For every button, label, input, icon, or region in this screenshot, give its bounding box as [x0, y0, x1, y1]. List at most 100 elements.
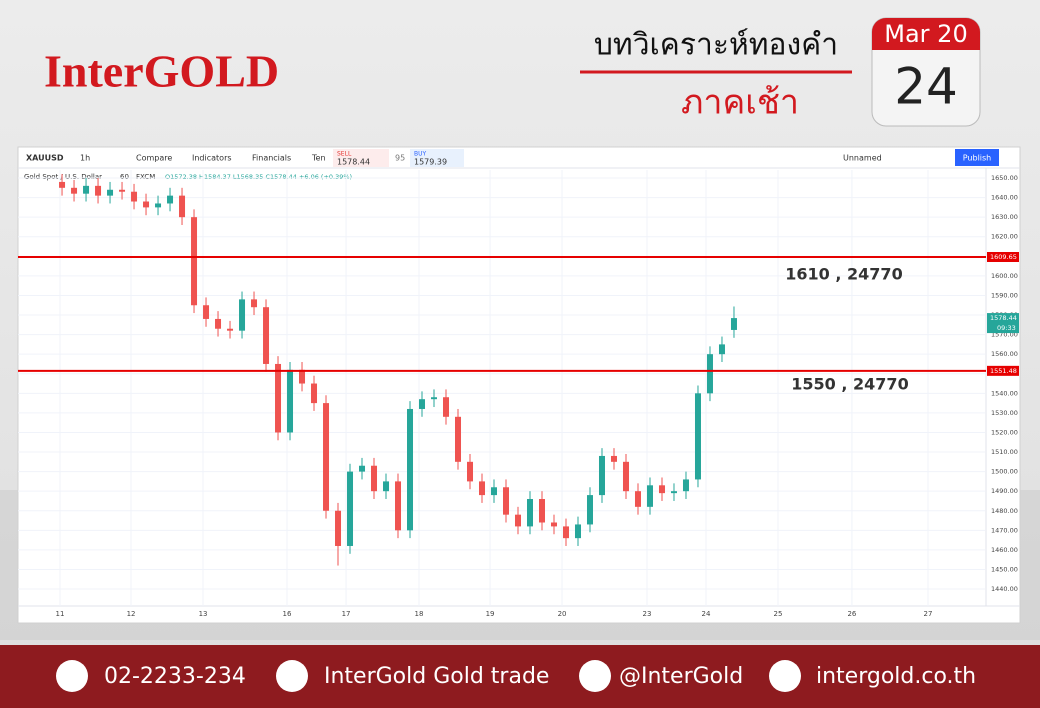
candle-body [682, 479, 689, 492]
candle-body [407, 408, 414, 531]
level-tag [987, 365, 1019, 376]
level-label: 1609.65 [990, 253, 1017, 261]
candle-body [263, 307, 270, 364]
y-tick-label: 1450.00 [991, 565, 1018, 573]
x-tick-label: 16 [283, 610, 292, 618]
last-price-label: 1578.44 [990, 314, 1017, 322]
candle-body [83, 185, 90, 194]
candle-body [383, 481, 390, 492]
y-tick-label: 1460.00 [991, 546, 1018, 554]
y-tick-label: 1630.00 [991, 213, 1018, 221]
candle-body [443, 397, 450, 417]
candle-body [706, 354, 713, 394]
candle-body [71, 187, 78, 194]
facebook-icon [276, 660, 308, 692]
candle-body [311, 383, 318, 404]
candle-body [467, 461, 474, 482]
candle-body [634, 491, 641, 507]
candle-body [610, 455, 617, 462]
chart-panel [17, 146, 1021, 624]
symbol[interactable]: XAUUSD [26, 154, 64, 163]
candle-body [287, 369, 294, 433]
legend-interval: 60 [120, 173, 129, 181]
buy-label: BUY [414, 151, 427, 158]
y-tick-label: 1590.00 [991, 291, 1018, 299]
y-tick-label: 1540.00 [991, 389, 1018, 397]
y-tick-label: 1600.00 [991, 272, 1018, 280]
calendar-day: 24 [894, 58, 958, 116]
y-tick-label: 1560.00 [991, 350, 1018, 358]
toolbar-item[interactable]: Ten [311, 154, 326, 163]
publish-button[interactable] [955, 149, 999, 166]
legend-ohlc: O1572.38 H1584.37 L1568.35 C1578.44 +6.0… [165, 173, 352, 181]
y-tick-label: 1500.00 [991, 468, 1018, 476]
calendar-month: Mar 20 [884, 20, 967, 48]
candle-body [538, 499, 545, 523]
x-tick-label: 12 [127, 610, 136, 618]
line-icon [579, 660, 611, 692]
candle-body [215, 318, 222, 329]
candle-body [275, 363, 282, 433]
candle-body [574, 524, 581, 539]
candle-body [491, 487, 498, 496]
candle-body [718, 344, 725, 355]
y-tick-label: 1490.00 [991, 487, 1018, 495]
candle-body [502, 487, 509, 515]
y-tick-label: 1470.00 [991, 526, 1018, 534]
x-tick-label: 25 [774, 610, 783, 618]
logo: InterGOLD [44, 46, 279, 97]
candle-body [455, 416, 462, 462]
y-tick-label: 1480.00 [991, 507, 1018, 515]
candle-body [95, 185, 102, 196]
legend-name: Gold Spot / U.S. Dollar [24, 173, 102, 181]
candle-body [227, 328, 234, 331]
y-tick-label: 1650.00 [991, 174, 1018, 182]
candle-body [335, 510, 342, 546]
web-icon [769, 660, 801, 692]
candle-body [107, 189, 114, 196]
sell-label: SELL [337, 151, 352, 158]
candle-body [586, 495, 593, 525]
candle-body [670, 491, 677, 494]
candle-body [167, 195, 174, 204]
toolbar-item[interactable]: Financials [252, 154, 291, 163]
candle-body [131, 191, 138, 202]
candle-body [526, 499, 533, 527]
interval[interactable]: 1h [80, 154, 90, 163]
x-tick-label: 17 [342, 610, 351, 618]
x-tick-label: 18 [415, 610, 424, 618]
layout-name[interactable]: Unnamed [843, 154, 882, 163]
subtitle: ภาคเช้า [681, 83, 799, 123]
candle-body [694, 393, 701, 480]
candle-body [550, 522, 557, 527]
x-tick-label: 13 [199, 610, 208, 618]
candle-body [143, 201, 150, 208]
toolbar-item[interactable]: Compare [136, 154, 172, 163]
last-time-label: 09:33 [997, 324, 1016, 332]
candle-body [179, 195, 186, 218]
candle-body [299, 369, 306, 384]
candle-body [658, 485, 665, 494]
x-tick-label: 24 [702, 610, 711, 618]
x-tick-label: 20 [558, 610, 567, 618]
spread: 95 [395, 154, 405, 163]
candle-body [395, 481, 402, 531]
x-tick-label: 11 [56, 610, 65, 618]
candle-body [155, 203, 162, 208]
y-tick-label: 1510.00 [991, 448, 1018, 456]
candle-body [119, 189, 126, 192]
level-annotation: 1550 , 24770 [791, 374, 908, 393]
buy-box[interactable] [410, 149, 464, 167]
candle-body [730, 318, 737, 330]
y-tick-label: 1440.00 [991, 585, 1018, 593]
sell-box[interactable] [333, 149, 389, 167]
toolbar-item[interactable]: Indicators [192, 154, 232, 163]
candle-body [347, 471, 354, 546]
title: บทวิเคราะห์ทองคำ [594, 28, 838, 63]
candle-body [323, 403, 330, 511]
legend-source: FXCM [136, 173, 155, 181]
calendar-top [872, 18, 980, 50]
level-tag [987, 251, 1019, 262]
footer-facebook: InterGold Gold trade [324, 664, 549, 689]
